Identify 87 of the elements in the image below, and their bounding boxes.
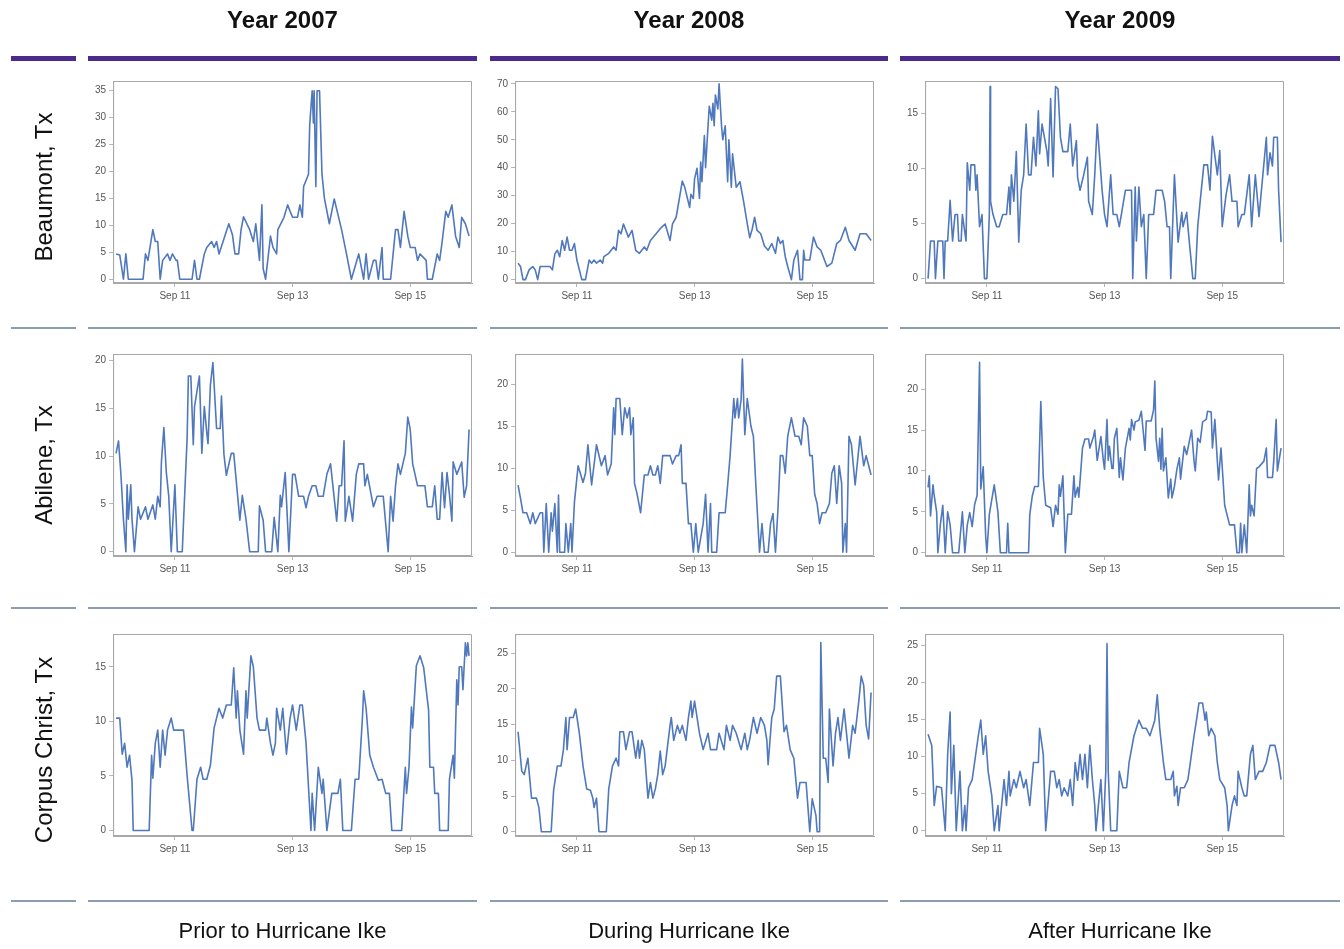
y-tick-label: 25	[907, 638, 919, 650]
y-tick-label: 50	[497, 133, 509, 145]
y-tick-label: 5	[912, 217, 919, 229]
y-tick-label: 0	[502, 545, 509, 557]
y-tick-label: 5	[502, 503, 509, 515]
y-tick-label: 35	[95, 84, 107, 96]
x-axis-title: Prior to Hurricane Ike	[177, 918, 388, 944]
x-tick-label: Sep 13	[678, 842, 711, 854]
y-tick-label: 20	[907, 382, 919, 394]
y-axis-title: Abilene, Tx	[30, 405, 58, 525]
y-tick-label: 60	[497, 105, 509, 117]
y-tick-label: 10	[907, 464, 919, 476]
y-tick-label: 70	[497, 77, 509, 89]
x-tick-label: Sep 13	[276, 562, 309, 574]
y-tick-label: 5	[502, 789, 509, 801]
y-axis-title: Beaumont, Tx	[30, 112, 58, 262]
x-tick-label: Sep 11	[159, 289, 191, 301]
x-tick-label: Sep 15	[796, 842, 829, 854]
x-axis-title: After Hurricane Ike	[1027, 918, 1213, 944]
y-tick-label: 20	[497, 377, 509, 389]
x-tick-label: Sep 11	[561, 562, 593, 574]
y-tick-label: 30	[95, 111, 107, 123]
x-tick-label: Sep 11	[561, 289, 593, 301]
y-tick-label: 0	[100, 272, 107, 284]
x-tick-label: Sep 13	[1088, 842, 1121, 854]
y-tick-label: 0	[100, 545, 107, 557]
y-tick-label: 10	[95, 715, 107, 727]
x-tick-label: Sep 15	[394, 562, 427, 574]
x-tick-label: Sep 15	[796, 562, 829, 574]
y-tick-label: 15	[497, 718, 509, 730]
x-tick-label: Sep 15	[394, 289, 427, 301]
x-tick-label: Sep 13	[1088, 289, 1121, 301]
y-tick-label: 20	[497, 217, 509, 229]
y-tick-label: 5	[100, 497, 107, 509]
y-tick-label: 10	[497, 461, 509, 473]
x-tick-label: Sep 11	[159, 842, 191, 854]
y-tick-label: 0	[912, 272, 919, 284]
y-tick-label: 10	[907, 750, 919, 762]
y-tick-label: 5	[100, 769, 107, 781]
y-tick-label: 0	[502, 825, 509, 837]
x-tick-label: Sep 11	[971, 842, 1003, 854]
y-tick-label: 10	[907, 161, 919, 173]
y-tick-label: 20	[907, 676, 919, 688]
y-axis-title: Corpus Christ, Tx	[30, 656, 58, 844]
y-tick-label: 15	[907, 713, 919, 725]
chart-title: Year 2008	[632, 6, 746, 34]
y-tick-label: 5	[100, 246, 107, 258]
y-tick-label: 0	[912, 546, 919, 558]
y-tick-label: 10	[497, 245, 509, 257]
y-tick-label: 15	[95, 192, 107, 204]
y-tick-label: 15	[95, 660, 107, 672]
x-tick-label: Sep 11	[561, 842, 593, 854]
chart-title: Year 2009	[1063, 6, 1177, 34]
x-tick-label: Sep 13	[276, 289, 309, 301]
x-tick-label: Sep 11	[971, 562, 1003, 574]
x-tick-label: Sep 13	[276, 842, 309, 854]
y-tick-label: 10	[95, 219, 107, 231]
y-tick-label: 0	[502, 273, 509, 285]
y-tick-label: 15	[907, 106, 919, 118]
y-tick-label: 20	[95, 165, 107, 177]
y-tick-label: 20	[497, 682, 509, 694]
y-tick-label: 10	[497, 754, 509, 766]
x-tick-label: Sep 11	[159, 562, 191, 574]
x-tick-label: Sep 15	[1206, 562, 1239, 574]
y-tick-label: 30	[497, 189, 509, 201]
y-tick-label: 10	[95, 449, 107, 461]
x-axis-title: During Hurricane Ike	[587, 918, 791, 944]
x-tick-label: Sep 13	[678, 562, 711, 574]
y-tick-label: 40	[497, 161, 509, 173]
x-tick-label: Sep 15	[394, 842, 427, 854]
x-tick-label: Sep 13	[1088, 562, 1121, 574]
y-tick-label: 15	[95, 402, 107, 414]
y-tick-label: 25	[497, 647, 509, 659]
y-tick-label: 25	[95, 138, 107, 150]
y-tick-label: 0	[912, 824, 919, 836]
y-tick-label: 15	[907, 423, 919, 435]
y-tick-label: 5	[912, 787, 919, 799]
x-tick-label: Sep 15	[796, 289, 829, 301]
x-tick-label: Sep 15	[1206, 842, 1239, 854]
y-tick-label: 15	[497, 419, 509, 431]
x-tick-label: Sep 11	[971, 289, 1003, 301]
chart-title: Year 2007	[226, 6, 339, 34]
y-tick-label: 20	[95, 354, 107, 366]
x-tick-label: Sep 13	[678, 289, 711, 301]
y-tick-label: 0	[100, 824, 107, 836]
y-tick-label: 5	[912, 505, 919, 517]
x-tick-label: Sep 15	[1206, 289, 1239, 301]
